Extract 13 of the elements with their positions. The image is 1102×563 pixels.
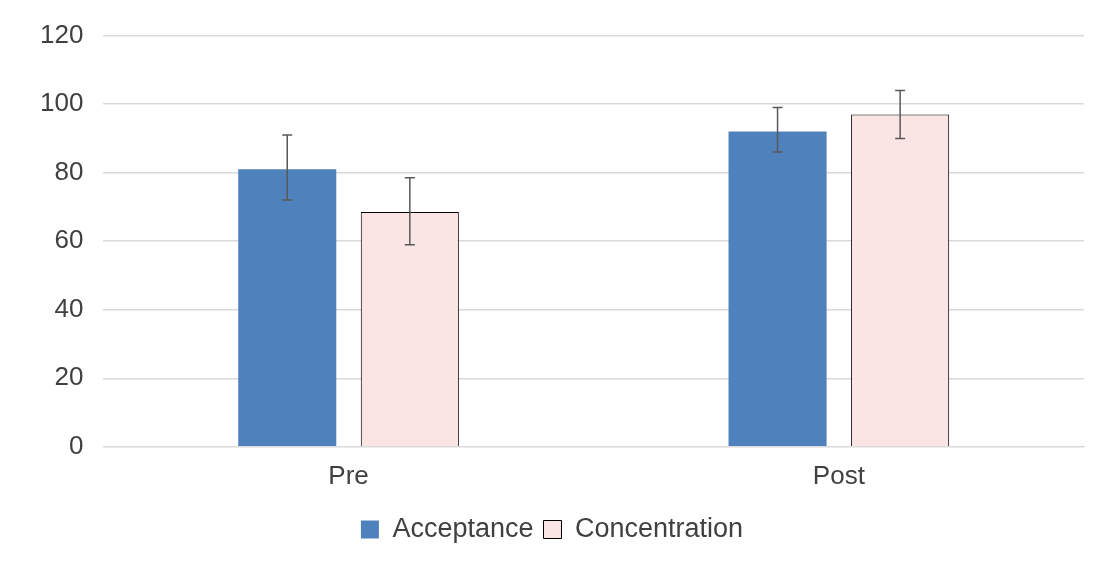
y-tick-label: 100: [39, 87, 84, 118]
legend-label: Concentration: [574, 512, 744, 543]
bar: [238, 169, 337, 447]
y-tick-label: 80: [54, 155, 84, 186]
y-tick-label: 0: [68, 429, 84, 460]
y-tick-label: 40: [54, 292, 84, 323]
y-tick-label: 20: [54, 361, 84, 392]
x-tick-label: Pre: [328, 459, 369, 490]
legend-label: Acceptance: [392, 512, 534, 543]
bar: [728, 131, 827, 447]
y-tick-label: 60: [54, 224, 84, 255]
y-tick-label: 120: [39, 18, 84, 49]
x-tick-label: Post: [812, 459, 866, 490]
